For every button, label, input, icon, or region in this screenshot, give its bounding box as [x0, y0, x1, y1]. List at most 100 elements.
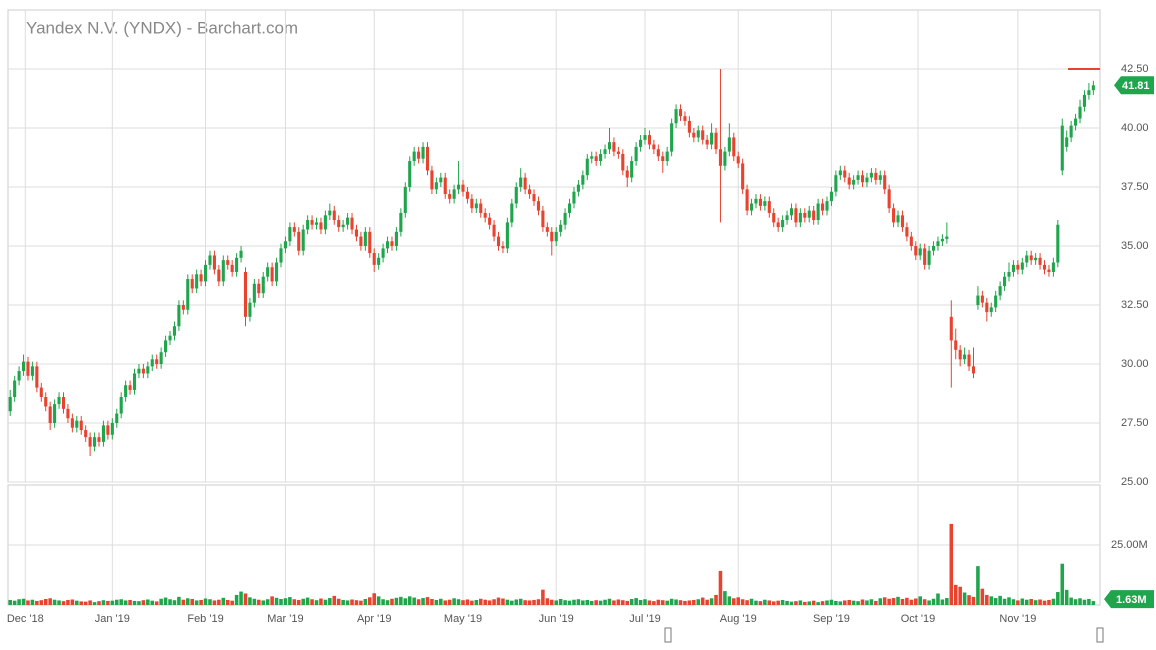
volume-bar	[656, 599, 661, 605]
volume-bar	[452, 598, 456, 605]
volume-bar	[856, 601, 860, 605]
candle-body	[1056, 224, 1060, 263]
volume-bar	[181, 599, 186, 605]
volume-bar	[261, 600, 266, 605]
volume-bar	[709, 598, 714, 605]
volume-bar	[763, 599, 767, 605]
y-tick-label: 35.00	[1121, 240, 1149, 252]
candle-body	[865, 177, 869, 183]
volume-bar	[607, 598, 612, 605]
volume-bar	[625, 600, 630, 605]
volume-bar	[567, 600, 572, 605]
volume-bar	[217, 599, 221, 605]
candle-body	[208, 255, 212, 265]
volume-bar	[1029, 599, 1033, 605]
volume-bar	[696, 599, 701, 605]
volume-bar	[550, 599, 554, 605]
volume-bar	[345, 600, 350, 605]
y-tick-label: 25.00	[1121, 476, 1149, 488]
y-tick-label: 30.00	[1121, 358, 1149, 370]
volume-bar	[647, 600, 652, 605]
candle-body	[203, 264, 208, 282]
volume-bar	[1016, 600, 1020, 605]
volume-bar	[523, 600, 527, 605]
candle-body	[306, 220, 310, 230]
candle-body	[599, 153, 603, 162]
candle-body	[261, 276, 265, 294]
candle-body	[137, 368, 141, 374]
volume-bar	[1056, 592, 1060, 605]
candle-body	[692, 132, 696, 138]
candle-body	[754, 198, 758, 204]
volume-bar	[61, 601, 66, 605]
candle-body	[61, 397, 66, 409]
volume-bar	[638, 599, 643, 605]
volume-bar	[83, 601, 88, 605]
candle-body	[630, 161, 634, 178]
candle-body	[44, 397, 48, 407]
volume-bar	[776, 600, 780, 605]
volume-bar	[860, 599, 865, 605]
candle-body	[13, 380, 17, 398]
volume-bar	[962, 592, 967, 605]
candle-body	[914, 246, 918, 256]
candle-body	[665, 151, 669, 162]
volume-bar	[820, 601, 825, 605]
volume-bar	[660, 600, 665, 605]
candle-body	[101, 425, 105, 442]
candle-body	[84, 430, 88, 438]
candle-body	[536, 201, 541, 211]
volume-bar	[443, 600, 448, 605]
volume-bar	[798, 600, 803, 605]
candle-body	[30, 366, 34, 376]
volume-bar	[154, 601, 159, 605]
y-tick-label: 25.00M	[1111, 539, 1148, 551]
candle-body	[710, 132, 714, 145]
candle-body	[297, 231, 301, 251]
volume-bar	[1024, 599, 1029, 605]
volume-bar	[1020, 598, 1025, 605]
candle-body	[417, 151, 421, 159]
candle-body	[803, 212, 807, 218]
candle-body	[168, 335, 172, 341]
volume-bar	[230, 600, 234, 605]
candle-body	[252, 283, 256, 303]
volume-bar	[700, 597, 705, 605]
volume-bar	[132, 600, 137, 605]
volume-bar	[554, 600, 558, 605]
volume-bar	[470, 600, 474, 605]
scroll-handle[interactable]	[664, 627, 672, 643]
candle-body	[860, 175, 865, 183]
last-price-tag	[1114, 76, 1154, 95]
volume-bar	[887, 598, 891, 605]
volume-bar	[478, 598, 483, 605]
candle-body	[816, 203, 820, 221]
candle-body	[581, 175, 585, 185]
volume-bar	[8, 599, 12, 605]
volume-bar	[35, 600, 39, 605]
candle-body	[501, 246, 505, 249]
candle-body	[998, 286, 1002, 296]
candle-body	[132, 373, 137, 390]
volume-bar	[687, 600, 692, 605]
volume-bar	[163, 597, 168, 605]
volume-bar	[803, 601, 807, 605]
candle-body	[567, 203, 572, 213]
candle-body	[807, 210, 811, 218]
scroll-handle[interactable]	[1096, 627, 1104, 643]
candle-body	[97, 437, 101, 442]
volume-bar	[403, 598, 408, 605]
candle-body	[1038, 257, 1042, 265]
volume-bar	[616, 599, 621, 605]
volume-bar	[825, 600, 829, 605]
candle-body	[510, 203, 514, 223]
volume-bar	[101, 600, 106, 605]
volume-bar	[594, 600, 598, 605]
candle-body	[21, 361, 26, 372]
candle-body	[115, 413, 119, 423]
candle-body	[48, 406, 52, 423]
volume-bar	[714, 594, 718, 605]
volume-bar	[114, 599, 119, 605]
candle-body	[283, 241, 287, 249]
candle-body	[1078, 106, 1082, 119]
